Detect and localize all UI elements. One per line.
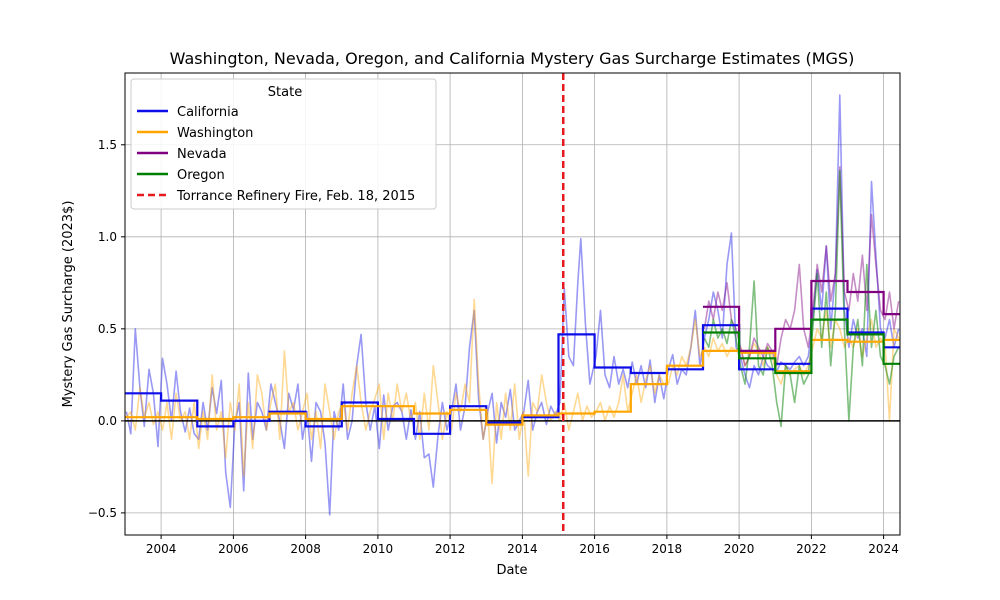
washington-annual-step-line (125, 338, 900, 426)
x-tick-label: 2022 (796, 542, 827, 556)
y-tick-label: 1.0 (98, 230, 117, 244)
x-tick-label: 2012 (435, 542, 466, 556)
chart-title: Washington, Nevada, Oregon, and Californ… (170, 49, 855, 68)
x-tick-label: 2006 (218, 542, 249, 556)
x-tick-label: 2020 (724, 542, 755, 556)
legend-title: State (268, 85, 302, 100)
legend-label: Torrance Refinery Fire, Feb. 18, 2015 (176, 189, 415, 204)
x-tick-label: 2004 (146, 542, 177, 556)
plot-area (125, 73, 900, 535)
x-tick-label: 2014 (507, 542, 538, 556)
legend-label: Nevada (177, 147, 227, 162)
legend-label: California (177, 105, 239, 120)
legend-label: Washington (177, 126, 253, 141)
series-layer (125, 73, 900, 535)
x-tick-label: 2010 (363, 542, 394, 556)
x-tick-label: 2018 (652, 542, 683, 556)
axis-ticks: 2004 2006 2008 2010 2012 2014 2016 2018 2020 2022… (88, 138, 899, 556)
y-axis-label: Mystery Gas Surcharge (2023$) (61, 201, 76, 408)
x-tick-label: 2016 (579, 542, 610, 556)
legend-label: Oregon (177, 168, 225, 183)
legend-frame (130, 78, 437, 210)
y-tick-label: −0.5 (88, 506, 117, 520)
y-tick-label: 1.5 (98, 138, 117, 152)
x-tick-label: 2024 (868, 542, 899, 556)
oregon-annual-step-line (703, 318, 900, 375)
legend: State California Washington Nevada Oregon To… (130, 78, 437, 210)
x-axis-label: Date (496, 563, 527, 578)
x-tick-label: 2008 (290, 542, 321, 556)
oregon-weekly-line (703, 169, 900, 428)
y-tick-label: 0.5 (98, 322, 117, 336)
y-tick-label: 0.0 (98, 414, 117, 428)
plot-frame (124, 72, 901, 536)
